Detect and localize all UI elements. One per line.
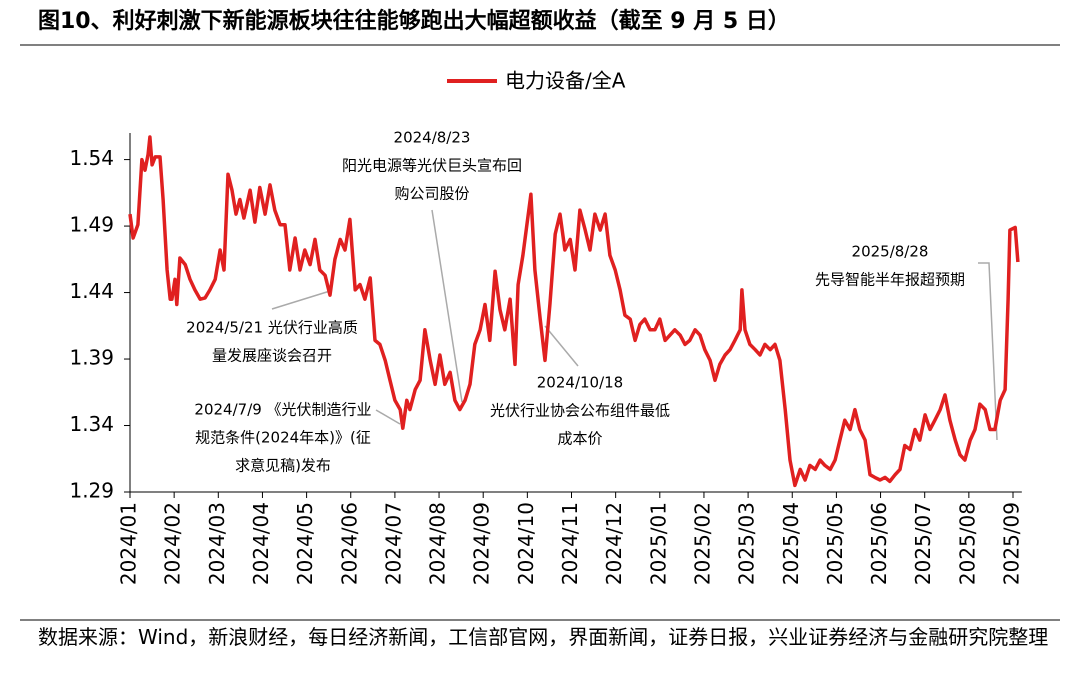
x-tick-label: 2024/10 xyxy=(514,502,538,585)
x-tick-label: 2024/04 xyxy=(249,502,273,585)
y-tick-label: 1.29 xyxy=(69,479,114,503)
annotation-text: 规范条件(2024年本)》(征 xyxy=(195,429,371,447)
legend-label: 电力设备/全A xyxy=(505,69,626,93)
y-tick-label: 1.34 xyxy=(69,412,114,436)
annotation-text: 购公司股份 xyxy=(394,185,469,203)
annotation-text: 先导智能半年报超预期 xyxy=(815,271,965,289)
x-tick-label: 2024/06 xyxy=(337,502,361,585)
x-tick-label: 2025/06 xyxy=(867,502,891,585)
x-tick-label: 2024/07 xyxy=(381,502,405,585)
x-tick-label: 2024/11 xyxy=(558,502,582,585)
x-tick-label: 2024/02 xyxy=(161,502,185,585)
annotation-text: 光伏行业协会公布组件最低 xyxy=(490,402,670,420)
annotation-text: 2024/8/23 xyxy=(394,129,471,147)
x-tick-label: 2025/08 xyxy=(955,502,979,585)
annotation-text: 2024/7/9 《光伏制造行业 xyxy=(194,401,371,419)
x-tick-label: 2025/03 xyxy=(735,502,759,585)
x-tick-label: 2025/07 xyxy=(911,502,935,585)
annotation-leader xyxy=(375,409,401,425)
source-note: 数据来源：Wind，新浪财经，每日经济新闻，工信部官网，界面新闻，证券日报，兴业… xyxy=(38,625,1049,649)
y-tick-label: 1.44 xyxy=(69,279,114,303)
x-tick-label: 2024/12 xyxy=(602,502,626,585)
series-line xyxy=(128,135,1020,488)
x-tick-label: 2025/01 xyxy=(646,502,670,585)
chart-title: 图10、利好刺激下新能源板块往往能够跑出大幅超额收益（截至 9 月 5 日） xyxy=(38,8,790,34)
x-tick-label: 2025/04 xyxy=(779,502,803,585)
y-tick-label: 1.39 xyxy=(69,346,114,370)
y-tick-label: 1.54 xyxy=(69,146,114,170)
annotation-text: 求意见稿)发布 xyxy=(235,457,331,475)
annotation-text: 2024/10/18 xyxy=(537,374,623,392)
x-tick-label: 2024/08 xyxy=(426,502,450,585)
x-tick-label: 2025/09 xyxy=(1000,502,1024,585)
annotation-text: 2024/5/21 光伏行业高质 xyxy=(186,319,358,337)
x-tick-label: 2025/02 xyxy=(690,502,714,585)
annotation-text: 阳光电源等光伏巨头宣布回 xyxy=(342,157,522,175)
annotation-text: 成本价 xyxy=(557,430,602,448)
x-tick-label: 2025/05 xyxy=(823,502,847,585)
annotation-leader xyxy=(978,262,998,441)
annotation-leader xyxy=(544,325,579,367)
x-tick-label: 2024/03 xyxy=(205,502,229,585)
y-tick-label: 1.49 xyxy=(69,213,114,237)
x-tick-label: 2024/05 xyxy=(293,502,317,585)
x-tick-label: 2024/09 xyxy=(470,502,494,585)
annotation-text: 量发展座谈会召开 xyxy=(212,347,332,365)
annotation-text: 2025/8/28 xyxy=(852,243,929,261)
annotation-leader xyxy=(431,209,463,403)
annotation-leader xyxy=(271,290,331,310)
x-tick-label: 2024/01 xyxy=(117,502,141,585)
